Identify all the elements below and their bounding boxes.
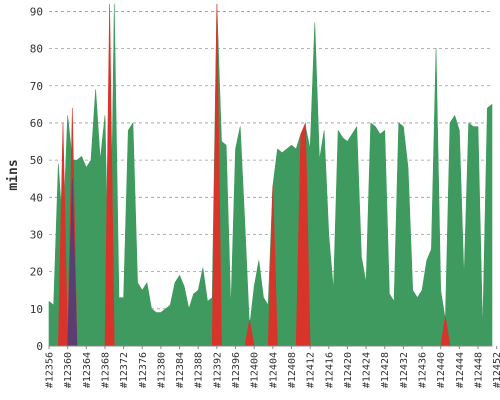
x-tick-label: #12356 xyxy=(45,352,56,388)
y-axis-label: mins xyxy=(6,159,21,190)
y-tick-label: 80 xyxy=(30,43,43,56)
x-tick-label: #12372 xyxy=(119,352,130,388)
x-tick-label: #12388 xyxy=(194,352,205,388)
y-tick-label: 20 xyxy=(30,266,43,279)
y-tick-label: 70 xyxy=(30,80,43,93)
x-tick-label: #12448 xyxy=(474,352,485,388)
x-tick-label: #12420 xyxy=(343,352,354,388)
x-tick-label: #12364 xyxy=(82,352,93,388)
y-tick-label: 50 xyxy=(30,154,43,167)
x-tick-label: #12444 xyxy=(455,352,466,388)
y-tick-label: 40 xyxy=(30,191,43,204)
x-tick-label: #12412 xyxy=(306,352,317,388)
x-tick-label: #12440 xyxy=(436,352,447,388)
x-tick-label: #12416 xyxy=(324,352,335,388)
x-tick-label: #12432 xyxy=(399,352,410,388)
x-tick-label: #12360 xyxy=(63,352,74,388)
x-tick-label: #12400 xyxy=(250,352,261,388)
x-tick-label: #12452 xyxy=(492,352,500,388)
x-tick-label: #12368 xyxy=(100,352,111,388)
x-tick-label: #12428 xyxy=(380,352,391,388)
x-axis-ticks: #12356 #12360 #12364 #12368 #12372 #12376 #123… xyxy=(45,346,500,388)
y-axis-ticks: 0 10 20 30 40 50 60 70 80 90 xyxy=(30,5,43,353)
x-tick-label: #12404 xyxy=(268,352,279,388)
y-tick-label: 0 xyxy=(36,340,43,353)
x-tick-label: #12396 xyxy=(231,352,242,388)
x-tick-label: #12424 xyxy=(362,352,373,388)
x-tick-label: #12392 xyxy=(212,352,223,388)
series-areas xyxy=(48,3,493,347)
y-tick-label: 30 xyxy=(30,228,43,241)
x-tick-label: #12376 xyxy=(138,352,149,388)
x-tick-label: #12408 xyxy=(287,352,298,388)
x-tick-label: #12384 xyxy=(175,352,186,388)
y-tick-label: 10 xyxy=(30,303,43,316)
y-tick-label: 90 xyxy=(30,5,43,18)
x-tick-label: #12436 xyxy=(418,352,429,388)
x-tick-label: #12380 xyxy=(156,352,167,388)
y-tick-label: 60 xyxy=(30,117,43,130)
